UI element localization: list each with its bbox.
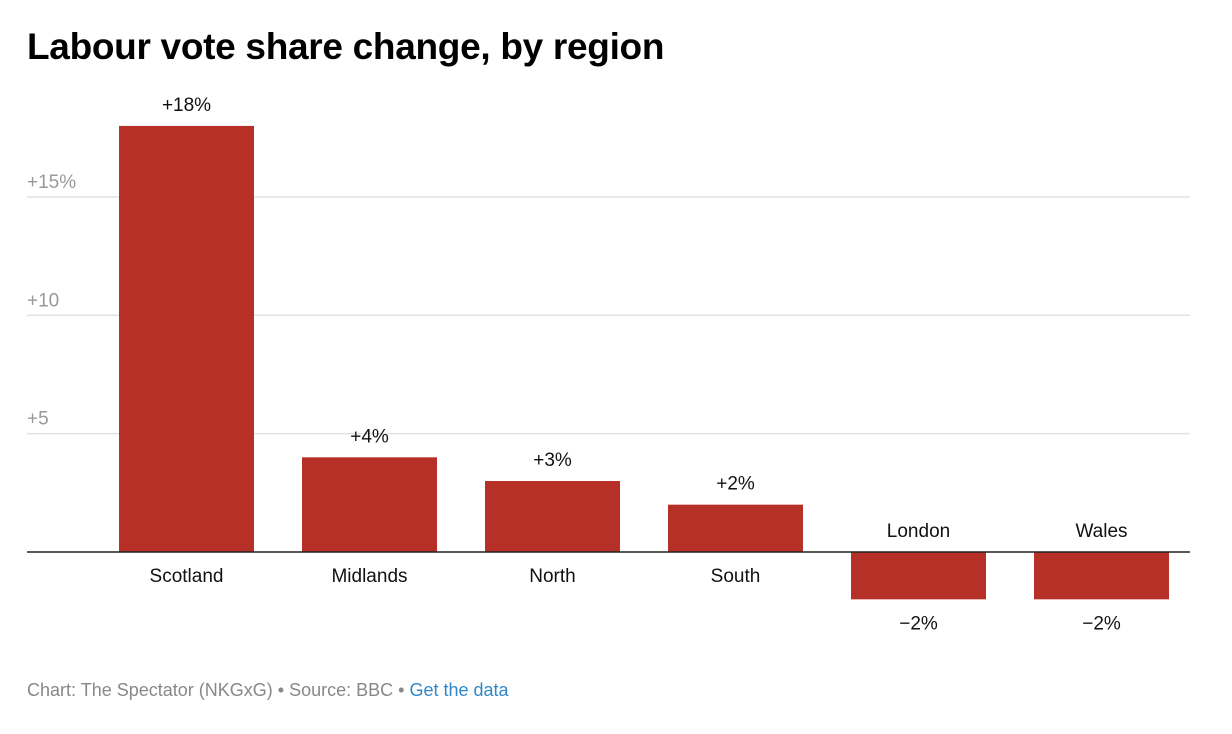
- source-label: Source: BBC: [289, 680, 394, 700]
- category-label: North: [529, 566, 575, 587]
- category-label: Scotland: [150, 566, 224, 587]
- bar: [302, 457, 437, 552]
- value-label: +4%: [350, 426, 389, 447]
- y-tick-label: +5: [27, 409, 49, 430]
- chart-title: Labour vote share change, by region: [27, 26, 665, 67]
- get-data-link[interactable]: Get the data: [409, 680, 509, 700]
- bar: [1034, 552, 1169, 600]
- bar: [851, 552, 986, 600]
- bar: [485, 480, 620, 552]
- category-label: London: [887, 521, 950, 542]
- value-label: +3%: [533, 450, 572, 471]
- category-label: South: [711, 566, 761, 587]
- separator: •: [272, 680, 290, 700]
- bar: [668, 504, 803, 552]
- y-tick-label: +10: [27, 290, 59, 311]
- value-label: +18%: [162, 95, 211, 116]
- y-tick-label: +15%: [27, 172, 76, 193]
- chart-footer: Chart: The Spectator (NKGxG) • Source: B…: [27, 680, 509, 701]
- chart-credit: Chart: The Spectator (NKGxG): [27, 680, 273, 700]
- category-label: Wales: [1075, 521, 1127, 542]
- category-label: Midlands: [331, 566, 407, 587]
- value-label: +2%: [716, 474, 755, 495]
- separator: •: [393, 680, 410, 700]
- bar: [119, 125, 254, 552]
- value-label: −2%: [899, 613, 938, 634]
- value-label: −2%: [1082, 613, 1121, 634]
